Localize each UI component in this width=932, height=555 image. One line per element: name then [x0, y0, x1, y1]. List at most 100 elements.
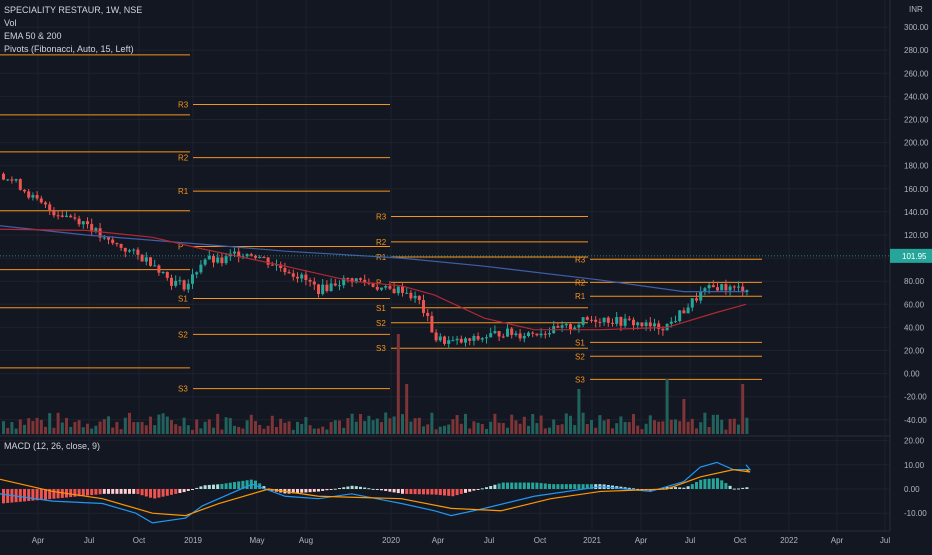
- candle-body: [81, 221, 85, 225]
- candle-body: [581, 317, 585, 325]
- candle-body: [606, 317, 610, 323]
- macd-tick-label: 20.00: [904, 437, 925, 446]
- pivot-level-label: S1: [376, 304, 386, 313]
- candle-body: [119, 244, 123, 248]
- candle-body: [682, 310, 686, 314]
- candle-body: [237, 251, 241, 257]
- macd-histogram-bar: [212, 484, 215, 489]
- macd-histogram-bar: [367, 488, 371, 490]
- volume-bar: [182, 417, 186, 434]
- volume-bar: [556, 425, 560, 434]
- macd-histogram-bar: [287, 489, 291, 494]
- volume-bar: [279, 418, 283, 434]
- pivot-level-label: S2: [376, 319, 386, 328]
- volume-bar: [27, 418, 31, 434]
- volume-bar: [119, 429, 123, 434]
- macd-histogram-bar: [585, 484, 589, 489]
- macd-histogram-bar: [745, 487, 749, 489]
- macd-histogram-bar: [44, 489, 47, 500]
- candle-body: [266, 257, 270, 265]
- macd-histogram-bar: [392, 489, 396, 493]
- candle-body: [170, 277, 173, 286]
- candle-body: [132, 249, 136, 251]
- candle-body: [396, 286, 400, 294]
- macd-histogram-bar: [522, 482, 526, 489]
- volume-bar: [14, 428, 18, 434]
- macd-histogram-bar: [216, 484, 220, 489]
- volume-bar: [392, 416, 396, 434]
- macd-histogram-bar: [569, 484, 572, 489]
- macd-tick-label: 10.00: [904, 461, 925, 470]
- volume-bar: [396, 334, 400, 434]
- macd-histogram-bar: [136, 489, 140, 495]
- volume-bar: [228, 418, 232, 434]
- macd-histogram-bar: [115, 489, 119, 494]
- macd-histogram-bar: [174, 489, 178, 494]
- volume-bar: [308, 425, 312, 434]
- macd-histogram-bar: [321, 489, 325, 491]
- candle-body: [60, 215, 64, 217]
- macd-histogram-bar: [241, 480, 245, 489]
- macd-histogram-bar: [308, 489, 312, 493]
- macd-legend: MACD (12, 26, close, 9): [4, 441, 101, 451]
- volume-bar: [737, 424, 740, 434]
- candle-body: [333, 283, 337, 286]
- volume-bar: [266, 425, 270, 434]
- volume-bar: [371, 420, 375, 434]
- candle-body: [640, 322, 644, 327]
- macd-histogram-bar: [711, 478, 715, 489]
- macd-histogram-bar: [548, 483, 551, 489]
- macd-histogram-bar: [464, 489, 467, 493]
- candle-body: [405, 292, 409, 294]
- macd-histogram-bar: [2, 489, 5, 504]
- pivot-level-label: R2: [575, 278, 586, 287]
- volume-bar: [434, 429, 438, 434]
- volume-bar: [619, 416, 623, 434]
- macd-line: [0, 461, 752, 524]
- macd-histogram-bar: [233, 482, 236, 489]
- pivot-level-label: R2: [376, 238, 387, 247]
- candle-body: [745, 290, 749, 292]
- macd-histogram-bar: [300, 489, 304, 493]
- candle-body: [363, 279, 367, 283]
- macd-histogram-bar: [304, 489, 308, 493]
- volume-bar: [77, 420, 81, 434]
- volume-bar: [199, 428, 203, 434]
- macd-histogram-bar: [119, 489, 123, 494]
- candle-body: [548, 333, 551, 335]
- candle-body: [602, 317, 606, 323]
- volume-bar: [497, 422, 501, 434]
- candle-body: [506, 328, 509, 337]
- volume-bar: [56, 412, 60, 434]
- candle-body: [535, 333, 539, 336]
- price-tick-label: 260.00: [904, 69, 929, 78]
- candle-body: [413, 295, 417, 299]
- macd-histogram-bar: [493, 484, 497, 489]
- macd-histogram-bar: [695, 481, 698, 489]
- macd-histogram-bar: [144, 489, 148, 497]
- signal-line: [0, 469, 751, 517]
- volume-bar: [476, 422, 480, 434]
- price-tick-label: 300.00: [904, 23, 929, 32]
- volume-bar: [405, 384, 409, 434]
- candle-body: [220, 257, 224, 264]
- macd-histogram-bar: [636, 488, 640, 490]
- candle-body: [695, 298, 698, 301]
- volume-bar: [485, 428, 488, 434]
- candle-body: [291, 273, 295, 277]
- volume-bar: [291, 429, 295, 434]
- candle-body: [611, 322, 614, 324]
- volume-bar: [430, 412, 434, 434]
- macd-histogram-bar: [48, 489, 52, 500]
- volume-bar: [195, 419, 199, 434]
- macd-histogram-bar: [413, 489, 417, 495]
- candle-body: [426, 312, 430, 316]
- candle-body: [186, 283, 190, 290]
- volume-bar: [170, 420, 173, 434]
- volume-bar: [627, 422, 631, 434]
- candle-body: [657, 323, 661, 329]
- price-tick-label: 20.00: [904, 347, 925, 356]
- candle-body: [674, 321, 677, 323]
